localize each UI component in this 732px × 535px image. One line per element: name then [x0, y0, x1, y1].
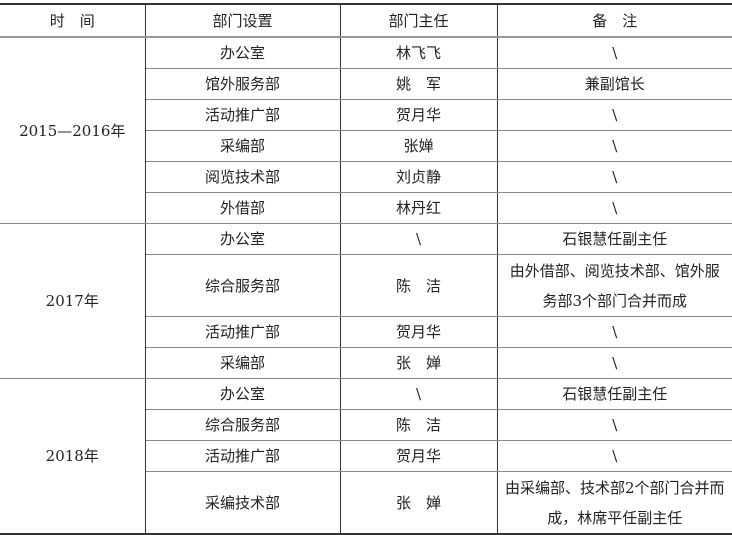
director-cell: 林飞飞 [339, 36, 498, 69]
table-row: 馆外服务部姚 军兼副馆长 [0, 68, 732, 100]
department-cell: 综合服务部 [145, 409, 341, 441]
director-cell: 姚 军 [339, 68, 498, 100]
table-row: 活动推广部 贺月华 \ [0, 440, 732, 472]
department-cell: 采编部 [145, 347, 341, 379]
table-row: 外借部 林丹红 \ [0, 192, 732, 224]
table-row: 2015—2016年 办公室 林飞飞 \ [0, 36, 732, 224]
department-cell: 综合服务部 [145, 254, 341, 317]
table-row: 活动推广部 贺月华 \ [0, 316, 732, 348]
header-time: 时 间 [0, 3, 146, 38]
director-cell: 陈 洁 [339, 409, 498, 441]
header-director: 部门主任 [339, 3, 498, 38]
table-row: 阅览技术部 刘贞静 \ [0, 161, 732, 193]
director-cell: 刘贞静 [339, 161, 498, 193]
department-cell: 采编技术部 [145, 471, 341, 535]
department-cell: 办公室 [144, 223, 341, 255]
period-cell: 2018年 [0, 378, 146, 535]
table-row: 活动推广部 贺月华 \ [0, 99, 732, 131]
table-header: 时 间 部门设置 部门主任 备 注 [0, 3, 732, 38]
department-cell: 办公室 [144, 36, 341, 69]
note-cell: 石银慧任副主任 [496, 378, 732, 410]
table-row: 综合服务部陈 洁 \ [0, 409, 732, 441]
table-body: 2015—2016年 办公室 林飞飞 \ 馆外服务部姚 军兼副馆长 活动推广部 贺月华 \ 采编… [0, 36, 732, 535]
department-cell: 办公室 [144, 378, 341, 410]
department-cell: 馆外服务部 [145, 68, 341, 100]
director-cell: 贺月华 [339, 99, 498, 131]
table-row: 采编部张 婵 \ [0, 347, 732, 379]
director-cell: 陈 洁 [339, 254, 498, 317]
header-notes: 备 注 [496, 3, 732, 38]
note-cell: \ [496, 409, 732, 441]
note-cell: 由外借部、阅览技术部、馆外服务部3个部门合并而成 [496, 254, 732, 317]
director-cell: 贺月华 [339, 316, 498, 348]
department-cell: 活动推广部 [145, 316, 341, 348]
department-cell: 外借部 [145, 192, 341, 224]
director-cell: 张 婵 [339, 471, 498, 535]
note-cell: \ [496, 161, 732, 193]
director-cell: \ [339, 378, 498, 410]
director-cell: 张婵 [339, 130, 498, 162]
note-cell: \ [496, 130, 732, 162]
table-row: 综合服务部陈 洁由外借部、阅览技术部、馆外服务部3个部门合并而成 [0, 254, 732, 317]
department-table: 时 间 部门设置 部门主任 备 注 2015—2016年 办公室 林飞飞 \ 馆外服务部… [0, 3, 732, 535]
note-cell: \ [496, 192, 732, 224]
table-row: 采编部 张婵 \ [0, 130, 732, 162]
table-row: 2018年 办公室 \ 石银慧任副主任 [0, 378, 732, 535]
department-cell: 活动推广部 [145, 99, 341, 131]
department-cell: 阅览技术部 [145, 161, 341, 193]
note-cell: 兼副馆长 [496, 68, 732, 100]
note-cell: \ [496, 36, 732, 69]
note-cell: \ [496, 99, 732, 131]
table-row: 2017年 办公室 \ 石银慧任副主任 [0, 223, 732, 379]
header-department: 部门设置 [144, 3, 341, 38]
note-cell: 石银慧任副主任 [496, 223, 732, 255]
director-cell: 贺月华 [339, 440, 498, 472]
note-cell: \ [496, 440, 732, 472]
director-cell: \ [339, 223, 498, 255]
department-cell: 采编部 [145, 130, 341, 162]
period-cell: 2015—2016年 [0, 36, 146, 224]
note-cell: \ [496, 347, 732, 379]
note-cell: \ [496, 316, 732, 348]
director-cell: 林丹红 [339, 192, 498, 224]
department-cell: 活动推广部 [145, 440, 341, 472]
note-cell: 由采编部、技术部2个部门合并而成，林席平任副主任 [496, 471, 732, 535]
director-cell: 张 婵 [339, 347, 498, 379]
period-cell: 2017年 [0, 223, 146, 379]
